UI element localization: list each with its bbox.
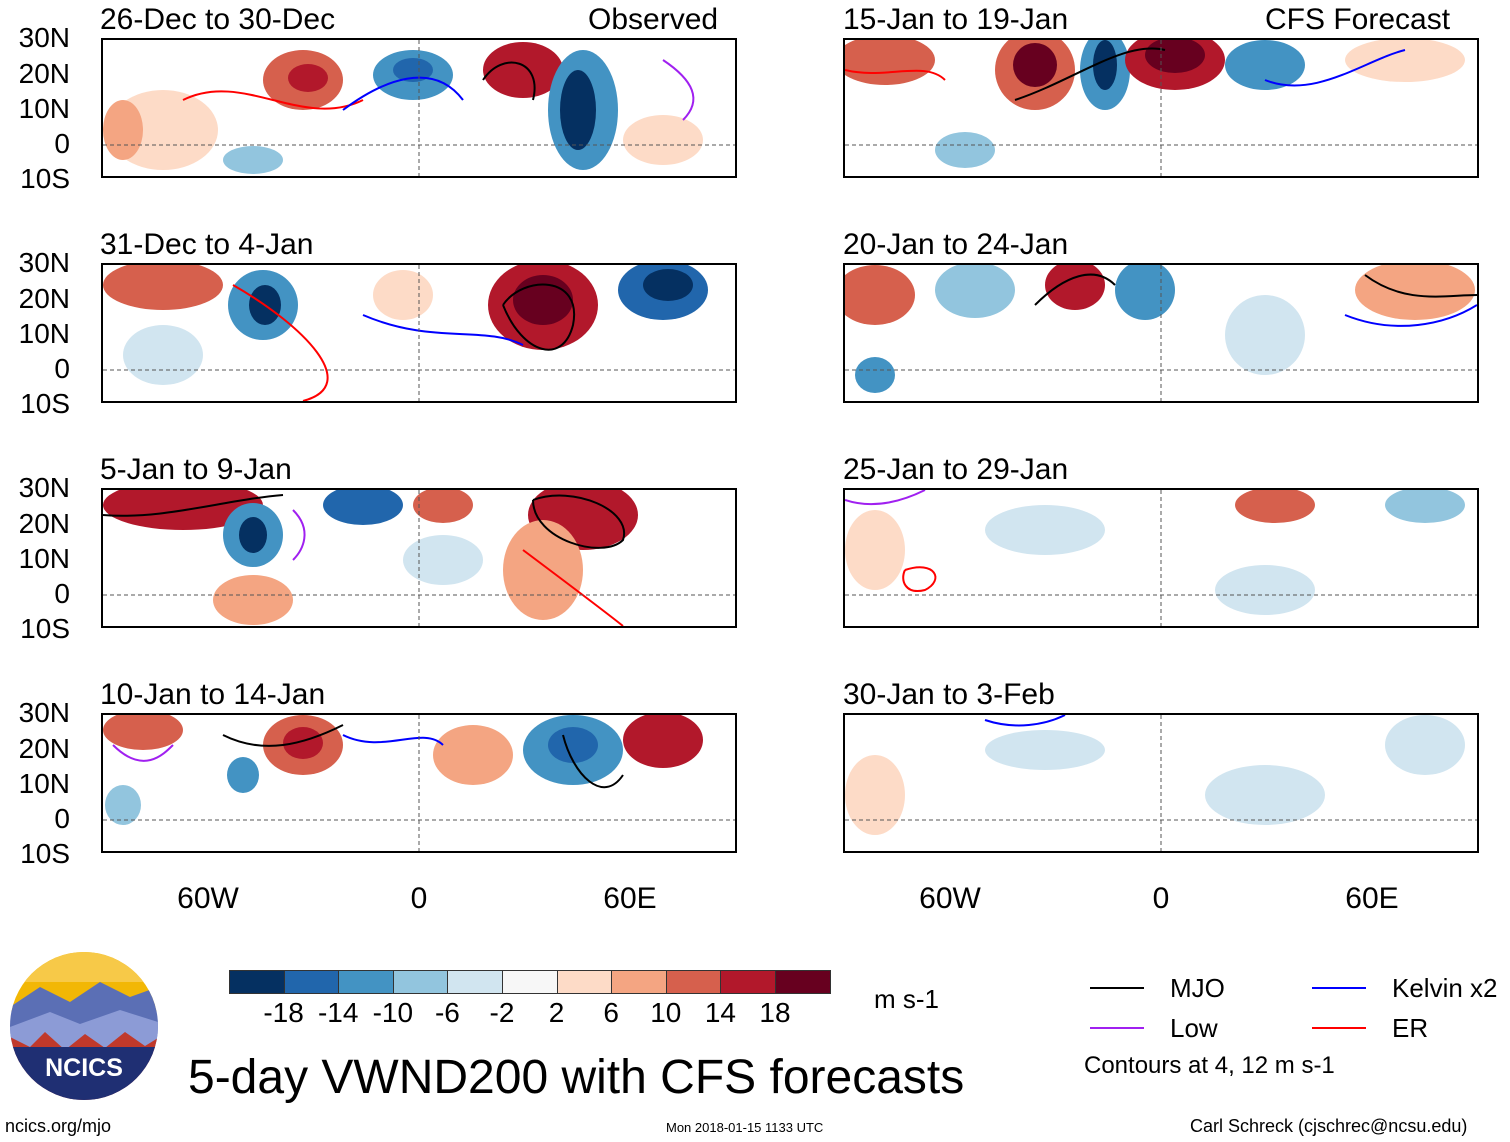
colorbar-tick-label: 18: [759, 997, 791, 1028]
colorbar-swatch: [556, 970, 613, 994]
x-tick-0: 0: [410, 882, 428, 915]
x-tick-60e: 60E: [603, 882, 657, 915]
kelvin-legend-line: [1312, 987, 1366, 989]
colorbar-swatch: [502, 970, 558, 994]
units-label: m s-1: [874, 984, 939, 1014]
colorbar-tick-label: 14: [704, 997, 736, 1028]
panel-title-5: 15-Jan to 19-Jan: [843, 3, 1069, 36]
colorbar-tick-label: 6: [603, 997, 619, 1028]
y-tick-10n: 10N: [18, 543, 70, 574]
colorbar-swatch: [720, 970, 776, 994]
map-panel-obs-2: [101, 263, 737, 403]
map-panel-fcst-1: [843, 38, 1479, 178]
panel-title-7: 25-Jan to 29-Jan: [843, 453, 1069, 486]
y-tick-10s: 10S: [20, 163, 70, 194]
colorbar-tick-label: 10: [650, 997, 682, 1028]
y-tick-eq: 0: [54, 578, 70, 609]
y-tick-30n: 30N: [18, 247, 70, 278]
colorbar-swatch: [447, 970, 503, 994]
colorbar-tick-label: -6: [434, 997, 460, 1028]
colorbar-swatch: [775, 970, 831, 994]
author-credit: Carl Schreck (cjschrec@ncsu.edu): [1190, 1116, 1468, 1136]
figure-title: 5-day VWND200 with CFS forecasts: [188, 1051, 965, 1104]
colorbar-swatch: [611, 970, 667, 994]
colorbar-swatch: [338, 970, 394, 994]
low-legend-label: Low: [1170, 1013, 1218, 1043]
y-tick-20n: 20N: [18, 733, 70, 764]
panel-title-2: 31-Dec to 4-Jan: [100, 228, 314, 261]
contour-note: Contours at 4, 12 m s-1: [1084, 1052, 1335, 1079]
panel-title-3: 5-Jan to 9-Jan: [100, 453, 292, 486]
colorbar-tick-label: -10: [372, 997, 414, 1028]
map-panel-obs-1: [101, 38, 737, 178]
colorbar-tick-label: -14: [317, 997, 359, 1028]
low-legend-line: [1090, 1027, 1144, 1029]
y-tick-10n: 10N: [18, 93, 70, 124]
x-tick-0: 0: [1152, 882, 1170, 915]
svg-text:NCICS: NCICS: [45, 1054, 123, 1082]
y-tick-eq: 0: [54, 128, 70, 159]
map-panel-fcst-4: [843, 713, 1479, 853]
map-panel-obs-4: [101, 713, 737, 853]
y-tick-20n: 20N: [18, 508, 70, 539]
x-tick-60w: 60W: [177, 882, 239, 915]
kelvin-legend-label: Kelvin x2: [1392, 973, 1498, 1003]
colorbar-tick-label: -18: [263, 997, 304, 1028]
map-panel-fcst-3: [843, 488, 1479, 628]
map-panel-fcst-2: [843, 263, 1479, 403]
timestamp: Mon 2018-01-15 1133 UTC: [666, 1120, 824, 1135]
y-tick-10s: 10S: [20, 613, 70, 644]
y-tick-10n: 10N: [18, 318, 70, 349]
colorbar-swatch: [665, 970, 722, 994]
ncics-logo: NCICS: [10, 952, 158, 1100]
colorbar-tick-label: -2: [489, 997, 515, 1028]
panel-title-1: 26-Dec to 30-Dec: [100, 3, 336, 36]
observed-label: Observed: [588, 3, 719, 36]
y-tick-20n: 20N: [18, 58, 70, 89]
y-tick-30n: 30N: [18, 472, 70, 503]
mjo-legend-line: [1090, 987, 1144, 989]
cfs-forecast-label: CFS Forecast: [1265, 3, 1451, 36]
mjo-legend-label: MJO: [1170, 973, 1225, 1003]
y-tick-eq: 0: [54, 353, 70, 384]
panel-title-4: 10-Jan to 14-Jan: [100, 678, 326, 711]
colorbar-swatch: [229, 970, 285, 994]
y-tick-eq: 0: [54, 803, 70, 834]
y-tick-30n: 30N: [18, 697, 70, 728]
y-tick-10n: 10N: [18, 768, 70, 799]
y-tick-30n: 30N: [18, 22, 70, 53]
colorbar-swatch: [392, 970, 449, 994]
colorbar-swatch: [283, 970, 340, 994]
y-tick-20n: 20N: [18, 283, 70, 314]
er-legend-label: ER: [1392, 1013, 1429, 1043]
y-tick-10s: 10S: [20, 388, 70, 419]
map-panel-obs-3: [101, 488, 737, 628]
x-tick-60w: 60W: [919, 882, 981, 915]
x-tick-60e: 60E: [1345, 882, 1399, 915]
colorbar-tick-label: 2: [548, 997, 565, 1028]
site-link[interactable]: ncics.org/mjo: [5, 1116, 112, 1136]
er-legend-line: [1312, 1027, 1366, 1029]
panel-title-8: 30-Jan to 3-Feb: [843, 678, 1055, 711]
panel-title-6: 20-Jan to 24-Jan: [843, 228, 1069, 261]
y-tick-10s: 10S: [20, 838, 70, 869]
